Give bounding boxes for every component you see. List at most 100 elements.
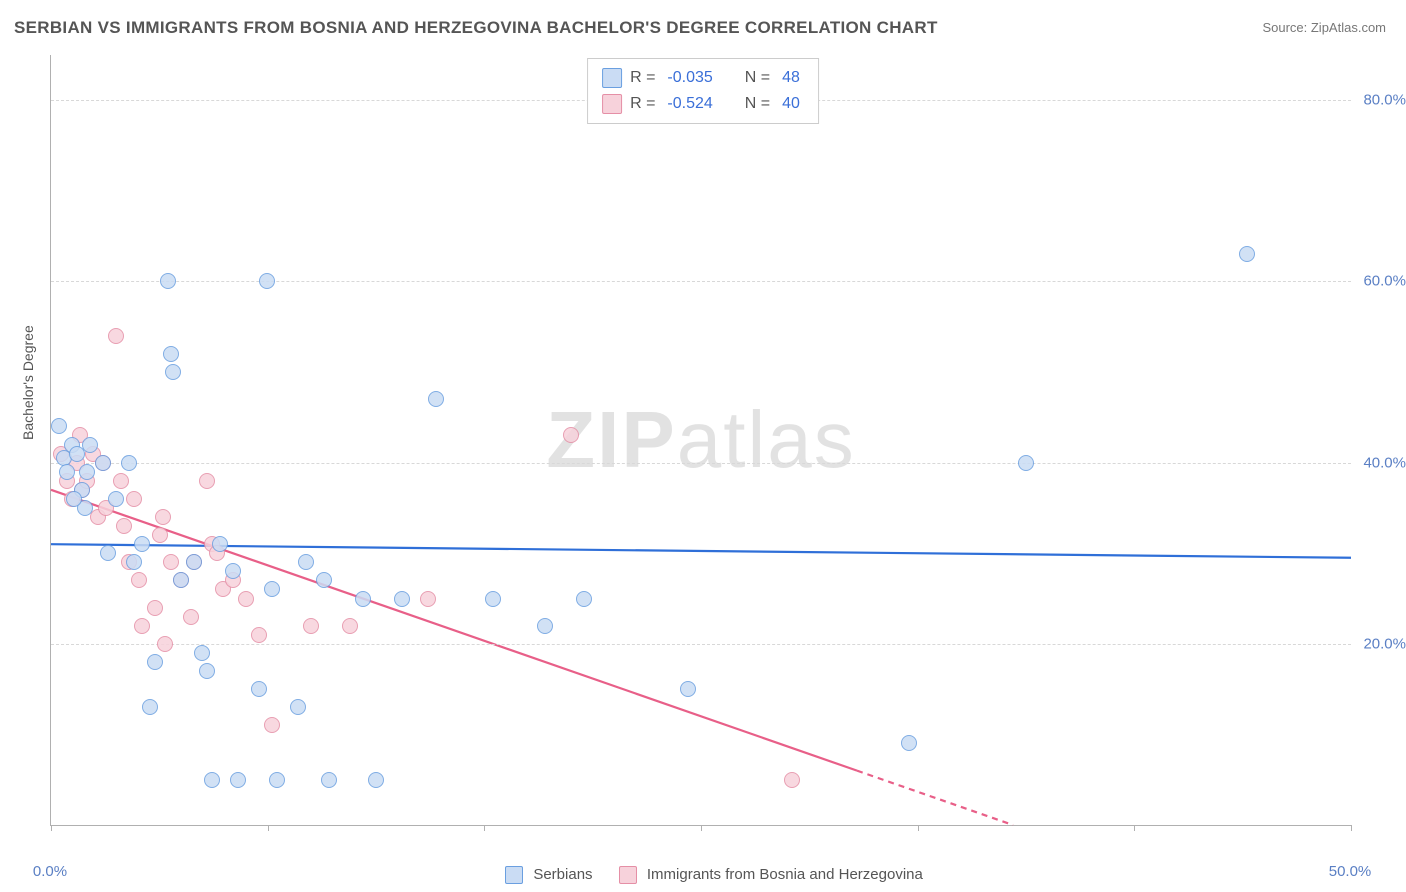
scatter-point-serbians xyxy=(142,699,158,715)
scatter-point-bosnia xyxy=(155,509,171,525)
scatter-point-serbians xyxy=(264,581,280,597)
scatter-point-serbians xyxy=(134,536,150,552)
legend-label: Immigrants from Bosnia and Herzegovina xyxy=(647,866,923,883)
source-attribution: Source: ZipAtlas.com xyxy=(1262,20,1386,35)
x-tick xyxy=(918,825,919,831)
scatter-point-bosnia xyxy=(131,572,147,588)
scatter-point-serbians xyxy=(121,455,137,471)
scatter-point-serbians xyxy=(126,554,142,570)
scatter-point-bosnia xyxy=(563,427,579,443)
y-tick-label: 60.0% xyxy=(1363,273,1406,290)
scatter-point-serbians xyxy=(95,455,111,471)
x-tick xyxy=(1351,825,1352,831)
scatter-point-serbians xyxy=(394,591,410,607)
legend-label: Serbians xyxy=(533,866,592,883)
x-tick xyxy=(51,825,52,831)
y-tick-label: 20.0% xyxy=(1363,635,1406,652)
scatter-point-serbians xyxy=(59,464,75,480)
trend-line xyxy=(51,490,857,771)
plot-area: ZIPatlas 20.0%40.0%60.0%80.0% xyxy=(50,55,1351,826)
stat-label: N = xyxy=(745,91,770,117)
scatter-point-bosnia xyxy=(157,636,173,652)
scatter-point-bosnia xyxy=(126,491,142,507)
scatter-point-serbians xyxy=(485,591,501,607)
scatter-point-serbians xyxy=(212,536,228,552)
scatter-point-serbians xyxy=(160,273,176,289)
scatter-point-serbians xyxy=(251,681,267,697)
scatter-point-serbians xyxy=(680,681,696,697)
scatter-point-serbians xyxy=(108,491,124,507)
stat-value-n: 40 xyxy=(778,91,804,117)
scatter-point-serbians xyxy=(100,545,116,561)
x-tick-label: 0.0% xyxy=(33,863,67,880)
scatter-point-bosnia xyxy=(238,591,254,607)
scatter-point-serbians xyxy=(901,735,917,751)
scatter-point-serbians xyxy=(230,772,246,788)
scatter-point-serbians xyxy=(269,772,285,788)
scatter-point-serbians xyxy=(537,618,553,634)
gridline xyxy=(51,463,1351,464)
scatter-point-serbians xyxy=(204,772,220,788)
scatter-point-serbians xyxy=(428,391,444,407)
legend-swatch-bosnia-icon xyxy=(619,866,637,884)
scatter-point-serbians xyxy=(225,563,241,579)
scatter-point-bosnia xyxy=(152,527,168,543)
x-tick xyxy=(268,825,269,831)
scatter-point-serbians xyxy=(576,591,592,607)
scatter-point-serbians xyxy=(1018,455,1034,471)
y-tick-label: 40.0% xyxy=(1363,454,1406,471)
scatter-point-serbians xyxy=(298,554,314,570)
x-tick xyxy=(701,825,702,831)
scatter-point-bosnia xyxy=(116,518,132,534)
scatter-point-bosnia xyxy=(183,609,199,625)
stats-row-bosnia: R = -0.524 N = 40 xyxy=(602,91,804,117)
scatter-point-serbians xyxy=(165,364,181,380)
trend-lines-layer xyxy=(51,55,1351,825)
correlation-stats-box: R = -0.035 N = 48 R = -0.524 N = 40 xyxy=(587,58,819,124)
scatter-point-bosnia xyxy=(113,473,129,489)
scatter-point-serbians xyxy=(321,772,337,788)
scatter-point-bosnia xyxy=(163,554,179,570)
scatter-point-serbians xyxy=(82,437,98,453)
scatter-point-serbians xyxy=(199,663,215,679)
swatch-serbians-icon xyxy=(602,68,622,88)
y-axis-label: Bachelor's Degree xyxy=(20,325,36,440)
x-tick xyxy=(484,825,485,831)
swatch-bosnia-icon xyxy=(602,94,622,114)
stat-label: N = xyxy=(745,65,770,91)
scatter-point-serbians xyxy=(186,554,202,570)
scatter-point-bosnia xyxy=(264,717,280,733)
scatter-point-bosnia xyxy=(199,473,215,489)
scatter-point-serbians xyxy=(194,645,210,661)
chart-title: SERBIAN VS IMMIGRANTS FROM BOSNIA AND HE… xyxy=(14,18,938,38)
scatter-point-bosnia xyxy=(251,627,267,643)
scatter-point-serbians xyxy=(163,346,179,362)
legend-swatch-serbians-icon xyxy=(505,866,523,884)
scatter-point-serbians xyxy=(290,699,306,715)
scatter-point-serbians xyxy=(1239,246,1255,262)
legend-bottom: Serbians Immigrants from Bosnia and Herz… xyxy=(0,866,1406,884)
gridline xyxy=(51,281,1351,282)
scatter-point-serbians xyxy=(173,572,189,588)
y-tick-label: 80.0% xyxy=(1363,92,1406,109)
trend-line xyxy=(857,771,1013,825)
gridline xyxy=(51,644,1351,645)
scatter-point-serbians xyxy=(355,591,371,607)
scatter-point-serbians xyxy=(66,491,82,507)
stat-value-n: 48 xyxy=(778,65,804,91)
stat-label: R = xyxy=(630,91,655,117)
scatter-point-serbians xyxy=(259,273,275,289)
scatter-point-bosnia xyxy=(342,618,358,634)
scatter-point-bosnia xyxy=(784,772,800,788)
scatter-point-bosnia xyxy=(303,618,319,634)
x-tick-label: 50.0% xyxy=(1329,863,1372,880)
scatter-point-serbians xyxy=(147,654,163,670)
scatter-point-bosnia xyxy=(147,600,163,616)
scatter-point-serbians xyxy=(51,418,67,434)
stat-value-r: -0.035 xyxy=(663,65,716,91)
trend-line xyxy=(51,544,1351,558)
scatter-point-bosnia xyxy=(108,328,124,344)
stats-row-serbians: R = -0.035 N = 48 xyxy=(602,65,804,91)
x-tick xyxy=(1134,825,1135,831)
scatter-point-bosnia xyxy=(420,591,436,607)
